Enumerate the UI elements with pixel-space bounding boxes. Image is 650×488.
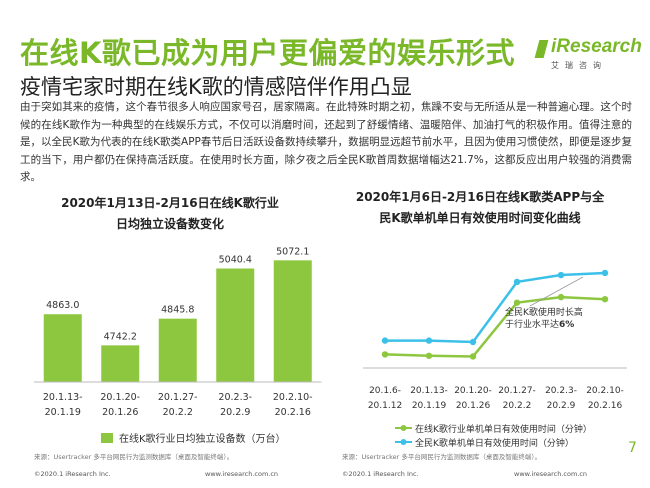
series-point	[513, 299, 521, 306]
x-tick-label: 20.1.20-	[100, 392, 140, 403]
series-point	[601, 269, 609, 277]
x-tick-label: 20.2.9	[220, 407, 250, 418]
page-number: 7	[628, 440, 637, 456]
bar-value-label: 4845.8	[161, 305, 194, 316]
source-note-right: 来源：Usertracker 多平台网民行为监测数据库（桌面及智能终端）。	[342, 453, 542, 461]
x-tick-label: 20.2.2	[503, 401, 532, 411]
x-tick-label: 20.2.16	[588, 401, 623, 411]
bar	[43, 314, 82, 382]
source-note-left: 来源：Usertracker 多平台网民行为监测数据库（桌面及智能终端）。	[34, 453, 234, 461]
x-tick-label: 20.1.27-	[158, 392, 198, 403]
annotation-highlight: 6%	[559, 320, 575, 330]
bar	[216, 268, 255, 382]
bar-chart-title: 2020年1月13日-2月16日在线K歌行业日均独立设备数变化	[61, 196, 279, 231]
logo-wordmark: iResearch	[551, 36, 642, 57]
series-point	[557, 293, 565, 301]
annotation-line2: 于行业水平达	[505, 320, 560, 330]
line-annotation: 全民K歌使用时长高 于行业水平达6%	[505, 307, 583, 331]
legend-marker-2	[400, 439, 407, 445]
line-legend-1-label: 在线K歌行业单机单日有效使用时间（分钟）	[415, 425, 592, 435]
series-point	[513, 278, 521, 286]
x-tick-label: 20.1.13-	[410, 386, 448, 396]
page-title: 在线K歌已成为用户更偏爱的娱乐形式	[20, 36, 515, 70]
x-tick-label: 20.2.3-	[545, 386, 577, 396]
x-tick-label: 20.2.10-	[586, 386, 624, 396]
annotation-pointer	[529, 276, 584, 307]
series-line-1	[384, 295, 606, 358]
bar-value-label: 5072.1	[276, 246, 309, 257]
series-point	[425, 337, 433, 344]
x-tick-label: 20.1.6-	[369, 386, 401, 396]
bar-legend-swatch	[101, 433, 113, 443]
footer-url-left: www.iresearch.com.cn	[205, 470, 279, 478]
line-legend-2-label: 全民K歌单机单日有效使用时间（分钟）	[415, 439, 574, 449]
bar-legend-label: 在线K歌行业日均独立设备数（万台）	[119, 434, 286, 445]
footer-copyright-right: ©2020.1 iResearch Inc.	[342, 470, 419, 478]
x-tick-label: 20.2.3-	[218, 392, 252, 403]
series-point	[381, 337, 389, 344]
series-point	[557, 271, 565, 279]
bar	[158, 318, 197, 382]
x-tick-label: 20.1.26	[456, 401, 491, 411]
x-tick-label: 20.1.13-	[43, 392, 83, 403]
line-chart-title: 2020年1月6日-2月16日在线K歌类APP与全民K歌单机单日有效使用时间变化…	[355, 190, 605, 225]
intro-paragraph: 由于突如其来的疫情，这个春节很多人响应国家号召，居家隔离。在此特殊时期之初，焦躁…	[20, 101, 632, 183]
series-point	[601, 296, 609, 303]
bar-value-label: 4863.0	[46, 300, 79, 311]
footer-copyright-left: ©2020.1 iResearch Inc.	[34, 470, 111, 478]
x-tick-label: 20.1.12	[368, 401, 402, 411]
bar	[101, 345, 140, 382]
series-point	[469, 338, 477, 346]
bar	[273, 260, 312, 382]
x-tick-label: 20.2.16	[275, 407, 311, 418]
x-tick-label: 20.1.19	[412, 401, 447, 411]
legend-marker-1	[400, 425, 407, 431]
logo-cn-text: 艾瑞咨询	[551, 61, 607, 70]
series-line-2	[385, 271, 606, 344]
x-tick-label: 20.2.9	[547, 401, 576, 411]
iresearch-logo: iResearch 艾瑞咨询	[534, 36, 642, 71]
x-tick-label: 20.2.10-	[273, 392, 313, 403]
x-tick-label: 20.2.2	[163, 407, 193, 418]
series-point	[381, 351, 389, 358]
footer-url-right: www.iresearch.com.cn	[514, 470, 588, 478]
bar-value-label: 5040.4	[219, 255, 252, 266]
annotation-line1: 全民K歌使用时长高	[505, 308, 583, 318]
series-point	[469, 353, 477, 360]
series-point	[425, 352, 433, 359]
x-tick-label: 20.1.19	[45, 407, 81, 418]
line-legend-2: 全民K歌单机单日有效使用时间（分钟）	[415, 436, 574, 449]
x-tick-label: 20.1.26	[102, 407, 138, 418]
page-subtitle: 疫情宅家时期在线K歌的情感陪伴作用凸显	[20, 75, 412, 99]
x-tick-label: 20.1.20-	[454, 386, 492, 396]
x-tick-label: 20.1.27-	[498, 386, 536, 396]
line-legend-1: 在线K歌行业单机单日有效使用时间（分钟）	[415, 422, 592, 435]
bar-value-label: 4742.2	[104, 331, 137, 342]
